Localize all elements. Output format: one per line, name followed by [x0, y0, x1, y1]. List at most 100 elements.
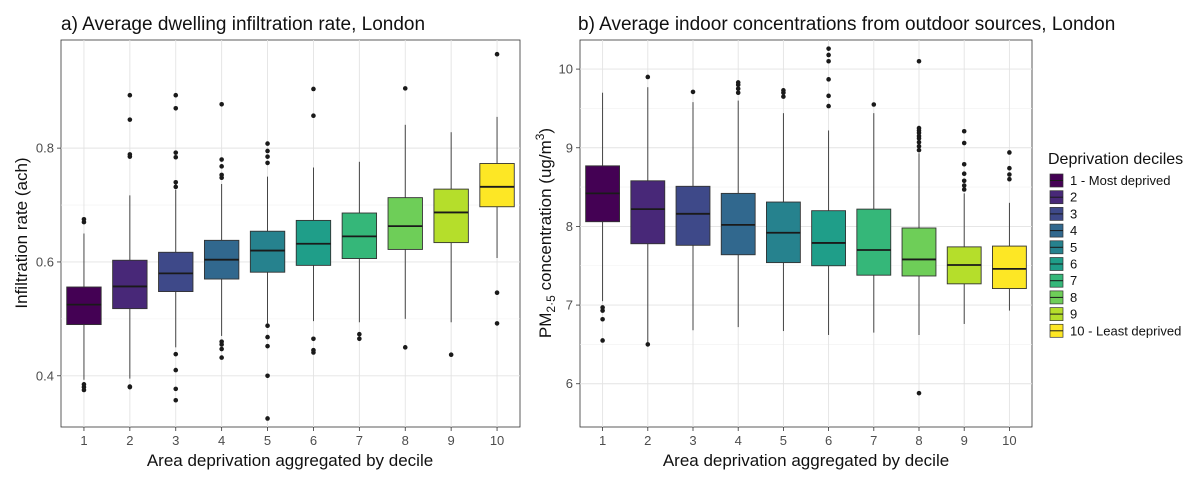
panel-a-y-ticks: 0.4 0.6 0.8 [36, 141, 61, 383]
outlier-point [916, 125, 922, 131]
outlier-point [961, 178, 967, 184]
outlier-point [219, 339, 224, 344]
y-tick-label: 10 [559, 62, 573, 77]
legend-item: 3 [1049, 206, 1077, 221]
y-tick-label: 9 [566, 140, 573, 155]
outlier-point [1007, 165, 1012, 171]
iqr-box [992, 245, 1027, 290]
outlier-point [600, 308, 605, 313]
box-decile-2 [112, 92, 148, 390]
outlier-point [448, 352, 454, 358]
outlier-point [600, 316, 605, 322]
outlier-point [961, 161, 967, 167]
outlier-point [494, 290, 500, 295]
box-decile-1 [66, 216, 102, 393]
outlier-point [916, 58, 922, 64]
outlier-point [173, 351, 179, 357]
y-tick-label: 7 [566, 298, 573, 313]
legend-label: 10 - Least deprived [1070, 323, 1181, 338]
outlier-point [645, 74, 651, 80]
y-title-superscript: 3 [533, 133, 547, 140]
box-decile-7 [341, 161, 378, 342]
outlier-point [826, 52, 831, 58]
legend-label: 2 [1070, 190, 1077, 205]
outlier-point [781, 88, 786, 93]
outlier-point [916, 147, 922, 153]
outlier-point [173, 150, 179, 155]
legend-item: 7 [1049, 273, 1077, 288]
y-tick-label: 0.4 [36, 368, 54, 383]
panel-a-boxes [66, 51, 515, 421]
iqr-box [630, 180, 666, 245]
outlier-point [826, 58, 831, 64]
x-tick-label: 10 [490, 433, 504, 448]
outlier-point [219, 157, 224, 162]
outlier-point [265, 373, 270, 379]
x-tick-label: 6 [310, 433, 317, 448]
box-decile-4 [203, 102, 240, 360]
x-tick-label: 7 [870, 433, 877, 448]
panel-a-chart: 0.4 0.6 0.8 1 2 3 4 5 6 7 8 9 10 a) Average dwellin… [12, 14, 521, 470]
x-tick-label: 10 [1002, 433, 1016, 448]
x-tick-label: 2 [126, 433, 133, 448]
outlier-point [127, 92, 133, 98]
box-decile-5 [249, 141, 286, 421]
y-title-pm: PM [536, 313, 555, 339]
box-decile-6 [295, 86, 332, 355]
outlier-point [690, 89, 696, 95]
outlier-point [916, 143, 922, 149]
outlier-point [494, 321, 500, 326]
outlier-point [916, 390, 922, 396]
outlier-point [645, 342, 651, 347]
iqr-box [387, 197, 423, 250]
panel-b-title: b) Average indoor concentrations from ou… [578, 14, 1115, 35]
legend-item: 4 [1049, 223, 1077, 238]
outlier-point [173, 386, 179, 392]
outlier-point [173, 397, 179, 403]
x-tick-label: 4 [218, 433, 225, 448]
legend-label: 5 [1070, 240, 1077, 255]
outlier-point [219, 346, 224, 352]
outlier-point [219, 102, 224, 107]
legend-label: 3 [1070, 206, 1077, 221]
outlier-point [357, 331, 362, 337]
outlier-point [265, 141, 270, 146]
outlier-point [265, 160, 270, 166]
y-title-subscript: 2·5 [544, 295, 558, 313]
outlier-point [961, 128, 967, 134]
panel-a-title: a) Average dwelling infiltration rate, L… [61, 14, 425, 35]
outlier-point [311, 86, 316, 92]
box-decile-9 [433, 132, 469, 358]
outlier-point [826, 93, 831, 99]
legend: Deprivation deciles 1 - Most deprived 23 4… [1048, 151, 1183, 338]
panel-b-x-axis-title: Area deprivation aggregated by decile [663, 451, 949, 470]
outlier-point [173, 105, 179, 111]
iqr-box [158, 251, 194, 293]
iqr-box [479, 163, 515, 208]
panel-b-boxes [585, 46, 1027, 396]
box-decile-6 [811, 46, 847, 335]
outlier-point [781, 94, 786, 99]
outlier-point [173, 184, 179, 190]
outlier-point [127, 152, 133, 157]
outlier-point [127, 384, 133, 389]
outlier-point [961, 171, 967, 177]
y-tick-label: 8 [566, 219, 573, 234]
legend-label: 6 [1070, 257, 1077, 272]
legend-label: 9 [1070, 307, 1077, 322]
panel-a-y-axis-title: Infiltration rate (ach) [12, 157, 31, 308]
iqr-box [112, 259, 148, 310]
outlier-point [1007, 176, 1012, 182]
outlier-point [265, 343, 270, 349]
outlier-point [494, 51, 500, 57]
outlier-point [81, 382, 87, 387]
outlier-point [265, 334, 270, 340]
x-tick-label: 9 [961, 433, 968, 448]
outlier-point [311, 113, 316, 118]
panel-a-x-axis-title: Area deprivation aggregated by decile [147, 451, 433, 470]
x-tick-label: 5 [780, 433, 787, 448]
box-decile-8 [901, 58, 937, 396]
